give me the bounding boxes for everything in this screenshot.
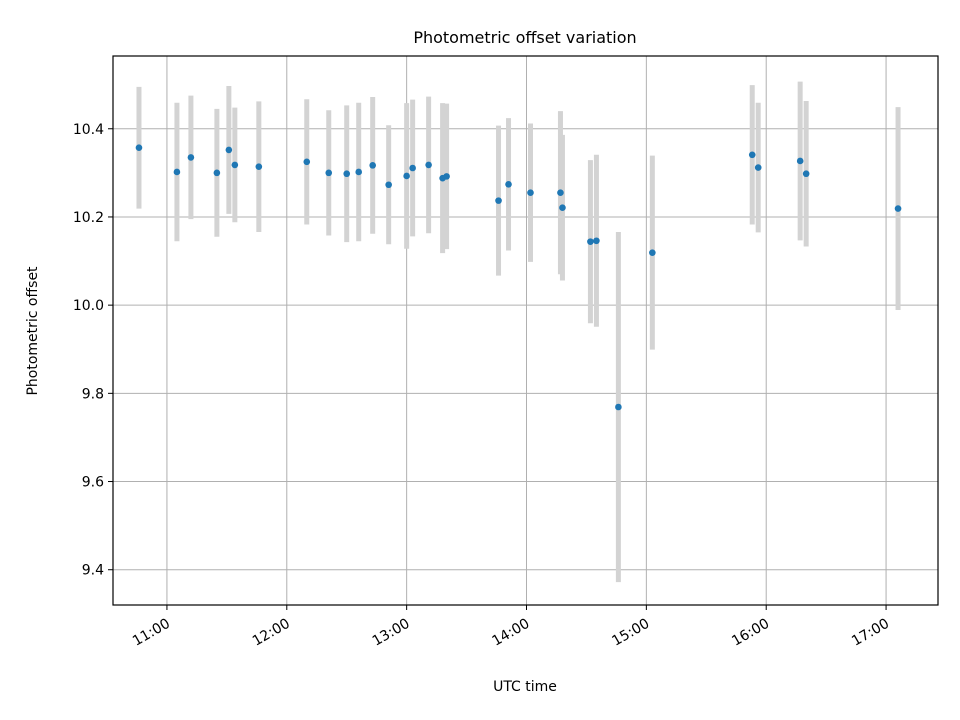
y-axis-label: Photometric offset (25, 266, 41, 396)
data-point (754, 164, 762, 171)
data-point (135, 144, 143, 152)
y-tick-label: 9.8 (82, 386, 104, 402)
data-point (894, 205, 902, 212)
data-point (505, 181, 512, 188)
data-point (748, 151, 756, 159)
data-point (409, 164, 416, 172)
data-point (425, 161, 432, 169)
data-point (802, 170, 810, 178)
data-point (213, 169, 221, 177)
data-point (385, 181, 392, 189)
y-tick-label: 9.6 (82, 475, 104, 491)
data-point (796, 157, 804, 165)
y-tick-label: 10.4 (73, 122, 104, 138)
data-point (527, 189, 534, 196)
data-point (495, 197, 502, 204)
y-tick-label: 9.4 (82, 563, 104, 579)
data-point (303, 158, 311, 166)
data-point (649, 249, 656, 256)
data-point (355, 168, 363, 176)
data-point (369, 162, 376, 169)
data-point (587, 238, 594, 245)
data-point (325, 169, 333, 177)
chart-title: Photometric offset variation (413, 28, 636, 47)
data-point (225, 146, 233, 154)
data-points (135, 144, 902, 411)
y-axis: 9.4 9.6 9.8 10.0 10.2 10.4 (73, 122, 113, 579)
x-axis-label: UTC time (493, 679, 557, 695)
data-point (559, 204, 566, 211)
data-point (173, 168, 181, 176)
data-point (443, 173, 450, 180)
data-point (187, 154, 195, 161)
data-point (231, 161, 239, 169)
y-tick-label: 10.0 (73, 298, 104, 314)
data-point (557, 189, 564, 196)
data-point (593, 237, 600, 245)
data-point (343, 170, 351, 178)
data-point (255, 163, 263, 170)
data-point (615, 403, 622, 411)
y-tick-label: 10.2 (73, 210, 104, 226)
data-point (403, 172, 410, 180)
plot-area-frame (112, 55, 939, 606)
